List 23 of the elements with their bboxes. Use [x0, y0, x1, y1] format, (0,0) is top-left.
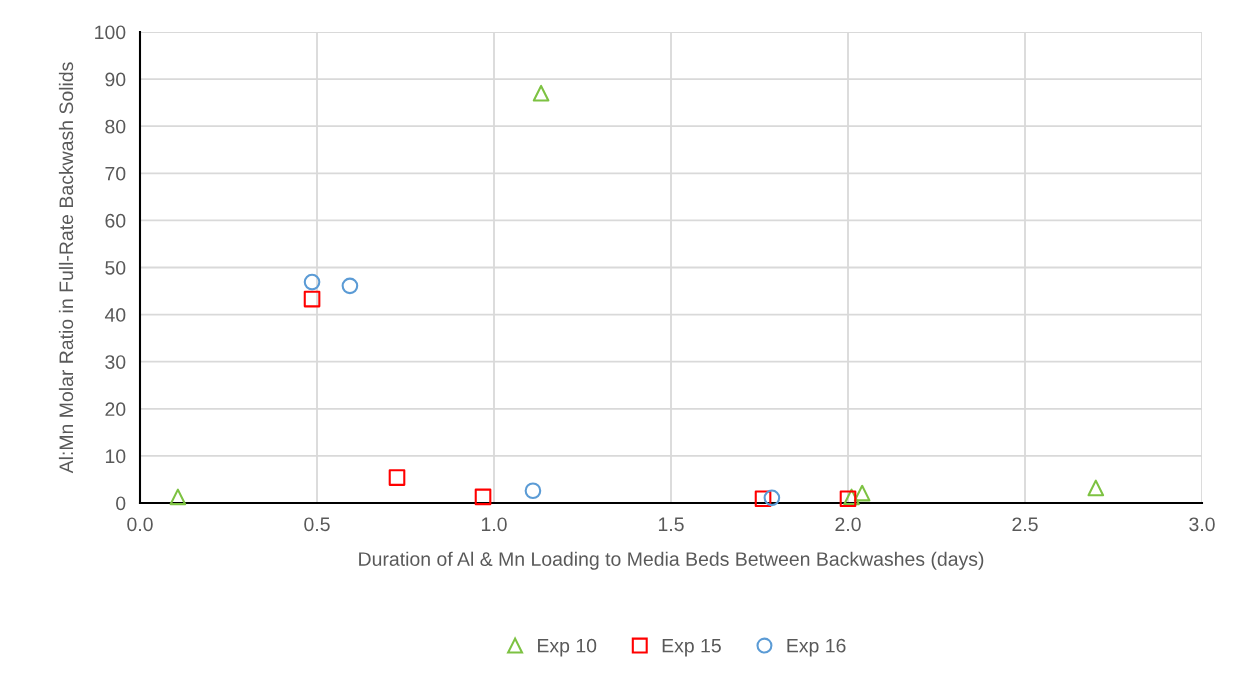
x-tick-label: 1.5: [658, 517, 684, 532]
x-tick-label: 1.0: [481, 517, 507, 532]
x-tick-label: 3.0: [1189, 517, 1215, 532]
y-tick-label: 80: [105, 119, 126, 134]
x-tick-label: 0.5: [304, 517, 330, 532]
y-tick-label: 70: [105, 166, 126, 181]
legend-label: Exp 10: [538, 638, 597, 657]
y-tick-label: 90: [105, 72, 126, 87]
y-tick-label: 20: [105, 402, 126, 417]
x-tick-label: 0.0: [127, 517, 153, 532]
y-tick-label: 60: [105, 213, 126, 228]
y-tick-label: 10: [105, 449, 126, 464]
y-tick-label: 30: [105, 355, 126, 369]
y-tick-label: 0: [116, 496, 126, 511]
y-axis-title: Al:Mn Molar Ratio in Full-Rate Backwash Solids: [58, 62, 74, 474]
legend-label: Exp 16: [787, 638, 846, 657]
y-tick-label: 100: [95, 25, 126, 40]
x-tick-label: 2.5: [1012, 517, 1038, 532]
x-axis-title: Duration of Al & Mn Loading to Media Beds Between Backwashes (days): [359, 551, 984, 570]
x-tick-label: 2.0: [835, 517, 861, 532]
y-tick-label: 40: [104, 308, 126, 322]
y-tick-label: 50: [105, 260, 126, 275]
legend-label: Exp 15: [662, 638, 721, 657]
